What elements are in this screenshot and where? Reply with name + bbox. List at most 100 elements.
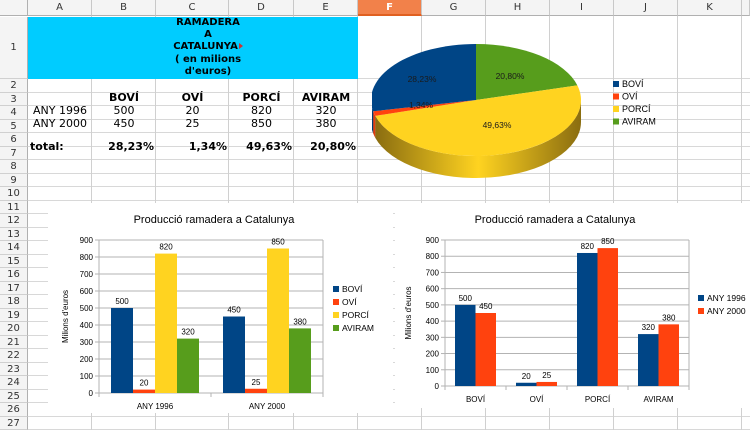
legend-label: PORCÍ	[342, 310, 370, 320]
column-header-e[interactable]: E	[294, 0, 358, 16]
bar-any-1996	[638, 334, 659, 386]
column-header-d[interactable]: D	[229, 0, 294, 16]
column-header-a[interactable]: A	[28, 0, 92, 16]
bar-any-1996	[516, 382, 537, 386]
legend-swatch	[333, 286, 339, 292]
row-header-14[interactable]: 14	[0, 241, 28, 255]
row-header-16[interactable]: 16	[0, 268, 28, 282]
bar-porcí	[267, 248, 289, 393]
bar-chart-by-type[interactable]: Producció ramadera a Catalunya 0 100 200 300…	[395, 203, 750, 408]
row-header-2[interactable]: 2	[0, 79, 28, 93]
row-header-6[interactable]: 6	[0, 133, 28, 147]
value-cell[interactable]: 820	[251, 104, 272, 117]
value-cell[interactable]: 500	[113, 104, 135, 117]
value-cell[interactable]: 25	[185, 117, 200, 130]
total-label-cell[interactable]: total:	[30, 140, 64, 153]
header-cell-ovi[interactable]: OVÍ	[181, 91, 204, 104]
overflow-arrow-icon	[238, 43, 243, 50]
pie-data-label: 49,63%	[483, 120, 512, 130]
bar-any-2000	[658, 324, 679, 386]
column-header-c[interactable]: C	[156, 0, 229, 16]
bar-data-label: 380	[293, 317, 307, 326]
row-header-23[interactable]: 23	[0, 362, 28, 376]
bar-chart-by-type-svg: Producció ramadera a Catalunya 0 100 200 300…	[404, 214, 746, 404]
row-header-7[interactable]: 7	[0, 146, 28, 160]
row-label-cell[interactable]: ANY 2000	[33, 117, 87, 130]
y-tick-label: 100	[426, 366, 440, 375]
row-header-18[interactable]: 18	[0, 295, 28, 309]
value-cell[interactable]: 380	[315, 117, 337, 130]
row-header-25[interactable]: 25	[0, 389, 28, 403]
column-header-h[interactable]: H	[486, 0, 550, 16]
bar-chart-by-year[interactable]: Producció ramadera a Catalunya 0 100 200 300…	[48, 203, 393, 413]
row-header-12[interactable]: 12	[0, 214, 28, 228]
column-header-f[interactable]: F	[358, 0, 422, 16]
row-header-5[interactable]: 5	[0, 119, 28, 133]
column-header-j[interactable]: J	[614, 0, 678, 16]
row-header-22[interactable]: 22	[0, 349, 28, 363]
row-header-15[interactable]: 15	[0, 254, 28, 268]
y-tick-label: 100	[80, 372, 94, 381]
row-header-3[interactable]: 3	[0, 92, 28, 106]
row-header-19[interactable]: 19	[0, 308, 28, 322]
row-header-8[interactable]: 8	[0, 160, 28, 174]
row-header-21[interactable]: 21	[0, 335, 28, 349]
column-header-g[interactable]: G	[422, 0, 486, 16]
value-cell[interactable]: 450	[113, 117, 135, 130]
x-tick-label: ANY 2000	[249, 402, 286, 411]
row-header-10[interactable]: 10	[0, 187, 28, 201]
value-cell[interactable]: 850	[251, 117, 272, 130]
row-header-4[interactable]: 4	[0, 106, 28, 120]
bar-any-2000	[536, 381, 557, 386]
total-cell-aviram[interactable]: 20,80%	[310, 140, 356, 153]
y-tick-label: 600	[80, 287, 94, 296]
legend-swatch-porcí	[613, 106, 619, 112]
chart-title: Producció ramadera a Catalunya	[475, 214, 637, 226]
column-header-i[interactable]: I	[550, 0, 614, 16]
row-header-9[interactable]: 9	[0, 173, 28, 187]
row-header-20[interactable]: 20	[0, 322, 28, 336]
row-gridline	[28, 186, 750, 187]
bar-data-label: 20	[522, 372, 531, 381]
row-gridline	[28, 159, 750, 160]
row-header-27[interactable]: 27	[0, 416, 28, 430]
row-header-17[interactable]: 17	[0, 281, 28, 295]
total-cell-bovi[interactable]: 28,23%	[108, 140, 154, 153]
pie-chart[interactable]: 28,23% 1,34% 49,63% 20,80% BOVÍ OVÍ PORCÍ AVIRA…	[371, 30, 662, 200]
column-header-k[interactable]: K	[678, 0, 742, 16]
header-cell-aviram[interactable]: AVIRAM	[301, 91, 351, 104]
x-tick-label: PORCÍ	[585, 395, 611, 404]
pie-slice-side-boví	[371, 100, 374, 134]
legend-swatch	[333, 325, 339, 331]
total-cell-ovi[interactable]: 1,34%	[188, 140, 227, 153]
legend-swatch-boví	[613, 81, 619, 87]
row-header-26[interactable]: 26	[0, 403, 28, 417]
bar-data-label: 450	[479, 302, 493, 311]
title-line: ( en milions	[174, 53, 242, 65]
pie-slice-porcí	[375, 85, 582, 157]
legend-label: ANY 2000	[707, 306, 746, 316]
total-cell-porci[interactable]: 49,63%	[246, 140, 292, 153]
header-cell-bovi[interactable]: BOVÍ	[108, 91, 140, 104]
select-all-corner[interactable]	[0, 0, 28, 16]
column-header-next[interactable]	[742, 0, 750, 16]
row-header-13[interactable]: 13	[0, 227, 28, 241]
header-cell-porci[interactable]: PORCÍ	[242, 91, 281, 104]
y-tick-label: 700	[80, 270, 94, 279]
pie-data-label: 20,80%	[496, 71, 525, 81]
row-header-24[interactable]: 24	[0, 376, 28, 390]
pie-data-label: 1,34%	[409, 100, 434, 110]
row-label-cell[interactable]: ANY 1996	[33, 104, 87, 117]
row-header-11[interactable]: 11	[0, 200, 28, 214]
legend-label: BOVÍ	[342, 284, 363, 294]
column-header-b[interactable]: B	[92, 0, 156, 16]
value-cell[interactable]: 320	[315, 104, 337, 117]
title-cell-merged[interactable]: RAMADERA A CATALUNYA ( en milions d'euro…	[28, 17, 358, 79]
y-tick-label: 200	[80, 355, 94, 364]
bar-data-label: 500	[459, 294, 473, 303]
row-header-1[interactable]: 1	[0, 17, 28, 79]
legend-swatch	[333, 299, 339, 305]
value-cell[interactable]: 20	[185, 104, 200, 117]
x-tick-label: BOVÍ	[466, 395, 486, 404]
